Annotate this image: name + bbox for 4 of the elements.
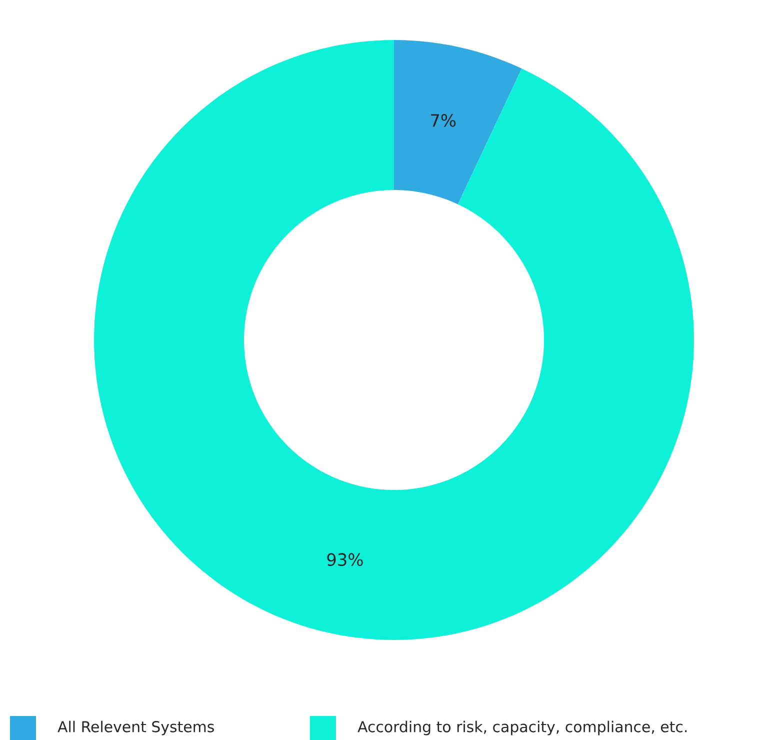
data-label: 7%: [431, 114, 456, 127]
legend-label: According to risk, capacity, compliance, etc.: [358, 720, 687, 736]
legend-label: All Relevent Systems: [58, 720, 214, 736]
data-label: 93%: [327, 553, 363, 566]
